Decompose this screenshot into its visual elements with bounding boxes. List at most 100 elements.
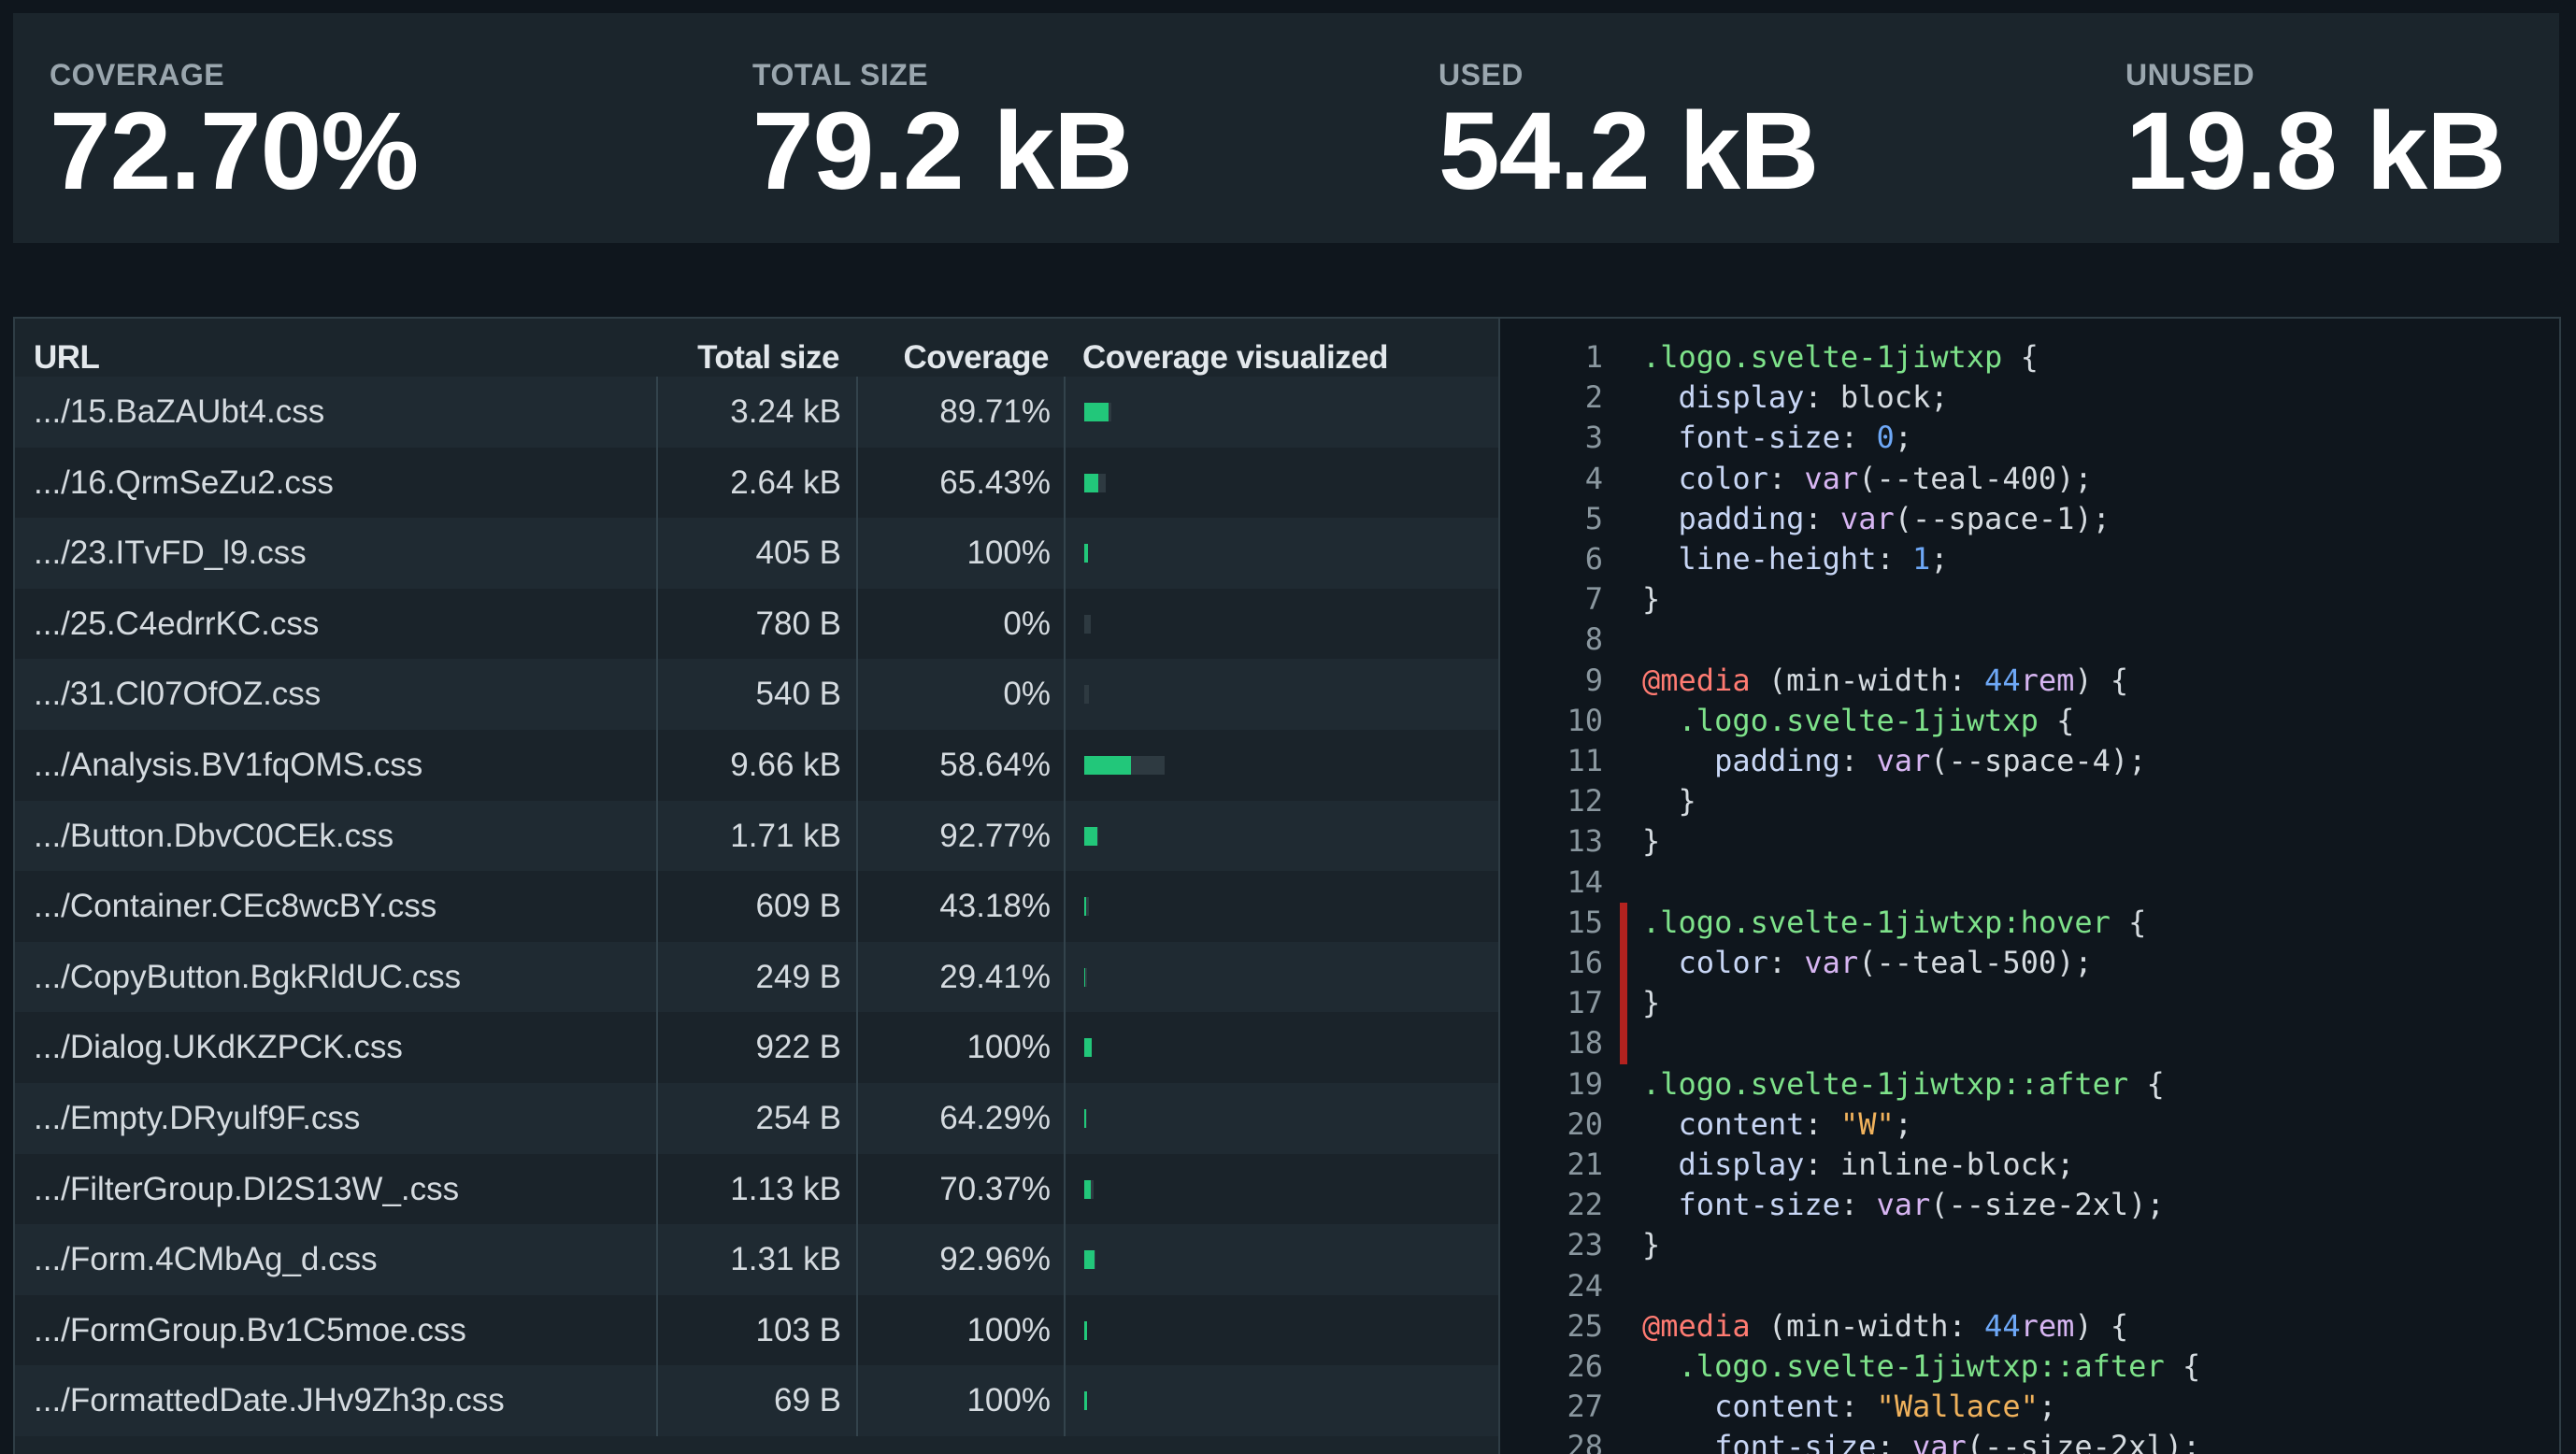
table-row[interactable]: .../FilterGroup.DI2S13W_.css 1.13 kB 70.37… [15, 1153, 1500, 1225]
coverage-summary: COVERAGE 72.70% TOTAL SIZE 79.2 kB USED … [13, 13, 2559, 243]
code-token [1642, 1147, 1679, 1182]
stat-value: 72.70% [50, 90, 419, 213]
code-text: font-size: var(--size-2xl); [1642, 1427, 2200, 1454]
coverage-visualized-cell [1064, 871, 1500, 943]
code-text: .logo.svelte-1jiwtxp:hover { [1642, 903, 2146, 943]
code-line: 27 content: "Wallace"; [1500, 1387, 2559, 1427]
table-row[interactable]: .../FormGroup.Bv1C5moe.css 103 B 100% [15, 1294, 1500, 1366]
coverage-bar [1084, 614, 1091, 634]
coverage-cell: 89.71% [856, 377, 1066, 448]
table-row[interactable]: .../Dialog.UKdKZPCK.css 922 B 100% [15, 1012, 1500, 1084]
total-size-cell: 540 B [656, 659, 856, 731]
code-line: 1 .logo.svelte-1jiwtxp { [1500, 337, 2559, 378]
coverage-bar [1084, 1250, 1095, 1270]
stat-label: USED [1438, 58, 1524, 92]
table-row[interactable]: .../Analysis.BV1fqOMS.css 9.66 kB 58.64% [15, 730, 1500, 801]
line-number: 9 [1584, 662, 1603, 698]
url-cell: .../Empty.DRyulf9F.css [34, 1100, 361, 1136]
coverage-visualized-cell [1064, 588, 1500, 660]
coverage-bar-used [1084, 1391, 1087, 1411]
code-text: font-size: 0; [1642, 418, 1912, 458]
code-line: 2 display: block; [1500, 378, 2559, 418]
table-row[interactable]: .../Button.DbvC0CEk.css 1.71 kB 92.77% [15, 800, 1500, 872]
code-token: rem [2020, 1307, 2075, 1344]
coverage-cell: 29.41% [856, 941, 1066, 1013]
table-row[interactable]: .../23.ITvFD_l9.css 405 B 100% [15, 518, 1500, 590]
total-size-cell: 405 B [656, 518, 856, 590]
line-number: 1 [1584, 339, 1603, 375]
line-number: 27 [1567, 1389, 1603, 1425]
code-token: var [1876, 743, 1931, 778]
coverage-bar [1084, 967, 1087, 987]
code-text: .logo.svelte-1jiwtxp::after { [1642, 1347, 2201, 1387]
code-line: 18 [1500, 1023, 2559, 1065]
table-row[interactable]: .../Form.4CMbAg_d.css 1.31 kB 92.96% [15, 1224, 1500, 1296]
code-token: display [1678, 1147, 1805, 1182]
code-line: 20 content: "W"; [1500, 1105, 2559, 1145]
code-text: color: var(--teal-500); [1642, 943, 2093, 983]
header-url[interactable]: URL [34, 339, 100, 376]
table-row[interactable]: .../CopyButton.BgkRldUC.css 249 B 29.41% [15, 941, 1500, 1013]
code-token: "Wallace" [1876, 1389, 2039, 1425]
header-coverage[interactable]: Coverage [903, 339, 1049, 376]
code-text: font-size: var(--size-2xl); [1642, 1185, 2165, 1225]
code-token: { [2128, 1065, 2165, 1102]
unused-code-marker [1620, 1023, 1627, 1065]
code-text: content: "Wallace"; [1642, 1387, 2056, 1427]
code-token: line-height [1678, 541, 1877, 577]
code-line: 4 color: var(--teal-400); [1500, 459, 2559, 499]
code-text: .logo.svelte-1jiwtxp { [1642, 701, 2075, 741]
code-line: 10 .logo.svelte-1jiwtxp { [1500, 701, 2559, 741]
coverage-bar [1084, 1391, 1087, 1411]
coverage-bar [1084, 897, 1090, 917]
line-number: 18 [1567, 1025, 1603, 1062]
stat-coverage: COVERAGE 72.70% [50, 58, 419, 213]
code-token [1642, 461, 1679, 496]
url-cell: .../FormattedDate.JHv9Zh3p.css [34, 1382, 505, 1419]
code-token: font-size [1678, 1187, 1840, 1223]
total-size-cell: 1.31 kB [656, 1224, 856, 1296]
table-row[interactable]: .../Container.CEc8wcBY.css 609 B 43.18% [15, 871, 1500, 943]
code-token: : [1839, 1389, 1877, 1425]
coverage-bar [1084, 1179, 1095, 1199]
code-line: 26 .logo.svelte-1jiwtxp::after { [1500, 1347, 2559, 1387]
table-row[interactable]: .../25.C4edrrKC.css 780 B 0% [15, 588, 1500, 660]
total-size-cell: 69 B [656, 1365, 856, 1437]
header-total-size[interactable]: Total size [697, 339, 839, 376]
table-row[interactable]: .../Empty.DRyulf9F.css 254 B 64.29% [15, 1083, 1500, 1154]
stat-label: UNUSED [2125, 58, 2255, 92]
total-size-cell: 254 B [656, 1083, 856, 1154]
code-token [1642, 1348, 1679, 1384]
table-row[interactable]: .../31.Cl07OfOZ.css 540 B 0% [15, 659, 1500, 731]
url-cell: .../23.ITvFD_l9.css [34, 535, 307, 572]
code-token: (min-width: [1750, 1307, 1985, 1344]
code-token [1642, 541, 1679, 577]
code-text: } [1642, 983, 1660, 1023]
code-token: : [1839, 743, 1877, 778]
code-token: font-size [1714, 1429, 1877, 1454]
code-token: : [1767, 460, 1805, 496]
line-number: 21 [1567, 1147, 1603, 1182]
table-row[interactable]: .../15.BaZAUbt4.css 3.24 kB 89.71% [15, 377, 1500, 448]
code-text: } [1642, 579, 1660, 620]
code-token: content [1714, 1389, 1840, 1425]
code-text: @media (min-width: 44rem) { [1642, 1306, 2128, 1347]
total-size-cell: 103 B [656, 1294, 856, 1366]
coverage-bar [1084, 1320, 1087, 1340]
code-token [1642, 379, 1679, 415]
total-size-cell: 609 B [656, 871, 856, 943]
coverage-bar-used [1084, 1038, 1093, 1058]
code-line: 24 [1500, 1266, 2559, 1306]
url-cell: .../15.BaZAUbt4.css [34, 393, 325, 430]
code-token [1642, 1106, 1679, 1142]
table-row[interactable]: .../FormattedDate.JHv9Zh3p.css 69 B 100% [15, 1365, 1500, 1437]
line-number: 2 [1584, 379, 1603, 416]
line-number: 15 [1567, 904, 1603, 940]
code-line: 11 padding: var(--space-4); [1500, 741, 2559, 781]
code-token: .logo.svelte-1jiwtxp::after [1642, 1065, 2129, 1102]
line-number: 20 [1567, 1105, 1603, 1142]
header-coverage-visualized[interactable]: Coverage visualized [1082, 339, 1389, 376]
table-row[interactable]: .../16.QrmSeZu2.css 2.64 kB 65.43% [15, 447, 1500, 519]
line-number: 8 [1584, 621, 1603, 658]
code-line: 23} [1500, 1225, 2559, 1265]
